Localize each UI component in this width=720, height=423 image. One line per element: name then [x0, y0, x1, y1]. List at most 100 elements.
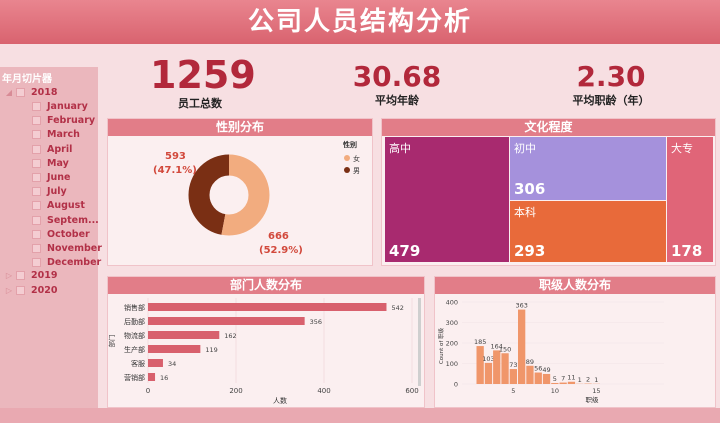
treemap-tile-label: 大专 [671, 142, 693, 155]
slicer-month-7[interactable]: August [32, 200, 85, 211]
data-label: 119 [205, 346, 217, 354]
level-panel-title: 职级人数分布 [435, 277, 715, 294]
checkbox[interactable] [32, 144, 41, 154]
checkbox[interactable] [32, 130, 41, 140]
data-label: 542 [391, 304, 403, 312]
department-panel-title: 部门人数分布 [108, 277, 424, 294]
slicer-item-label: Septem... [47, 214, 99, 226]
slicer-item-label: May [47, 157, 69, 169]
treemap-tile-value: 306 [514, 180, 546, 198]
data-label: 7 [561, 375, 565, 383]
slicer-year-2018[interactable]: ◢ 2018 [4, 87, 58, 98]
treemap-tile-3[interactable]: 大专 178 [667, 137, 713, 262]
kpi-tenure: 2.30 平均职龄（年） [556, 60, 666, 108]
expand-chevron-icon[interactable]: ◢ [5, 88, 13, 97]
level-panel: 职级人数分布 [434, 276, 716, 408]
scrollbar [418, 298, 421, 386]
slicer-item-label: January [47, 101, 88, 112]
x-tick-label: 600 [405, 387, 418, 395]
page-scrollbar[interactable] [0, 408, 720, 423]
x-tick-label: 5 [511, 387, 515, 395]
legend-swatch-male [344, 167, 350, 173]
data-label: 103 [482, 355, 494, 363]
expand-chevron-icon[interactable]: ▷ [5, 271, 13, 280]
x-tick-label: 200 [229, 387, 242, 395]
checkbox[interactable] [16, 271, 25, 280]
slicer-month-10[interactable]: November [32, 243, 102, 254]
bar-7 [534, 372, 542, 384]
data-label: 363 [515, 302, 527, 310]
data-label: 73 [509, 361, 517, 369]
slicer-month-5[interactable]: June [32, 172, 71, 183]
gender-donut-chart: 性别 女 男 593 (47.1%) 666 (52.9%) [153, 140, 360, 256]
bar-10 [559, 382, 567, 384]
checkbox[interactable] [32, 116, 41, 126]
slicer-item-label: July [47, 186, 67, 198]
slicer-month-11[interactable]: December [32, 257, 101, 268]
donut-segment-female [188, 154, 270, 236]
gender-panel-title: 性别分布 [108, 119, 372, 136]
checkbox[interactable] [32, 187, 41, 197]
slicer-item-label: December [47, 257, 102, 269]
slicer-month-9[interactable]: October [32, 229, 90, 240]
legend-label-male: 男 [353, 167, 360, 175]
kpi-total-value: 1259 [150, 53, 256, 97]
female-count-label: 666 [268, 231, 289, 242]
checkbox[interactable] [32, 102, 41, 111]
checkbox[interactable] [32, 229, 41, 239]
slicer-item-label: 2020 [31, 285, 58, 296]
treemap-tile-1[interactable]: 初中 306 [510, 137, 666, 200]
slicer-month-6[interactable]: July [32, 186, 67, 197]
data-label: 164 [491, 342, 503, 350]
legend-swatch-female [344, 155, 350, 161]
bar-0 [476, 346, 484, 384]
kpi-age-label: 平均年龄 [375, 94, 419, 107]
checkbox[interactable] [32, 258, 41, 268]
x-tick-label: 0 [146, 387, 150, 395]
slicer-month-0[interactable]: January [32, 101, 88, 112]
slicer-month-4[interactable]: May [32, 158, 69, 169]
checkbox[interactable] [32, 158, 41, 168]
checkbox[interactable] [32, 173, 41, 182]
expand-chevron-icon[interactable]: ▷ [5, 286, 13, 295]
bar-1 [484, 362, 493, 384]
slicer-item-label: June [47, 172, 71, 183]
y-axis-title: 部门 [107, 335, 116, 348]
treemap-tile-0[interactable]: 高中 479 [385, 137, 509, 262]
checkbox[interactable] [16, 88, 25, 97]
bar-1 [148, 317, 305, 325]
treemap-tile-value: 479 [389, 242, 421, 260]
bar-5 [148, 373, 156, 381]
data-label: 162 [224, 332, 236, 340]
x-tick-label: 10 [551, 387, 559, 395]
data-label: 16 [160, 374, 168, 382]
legend-label-female: 女 [353, 154, 360, 163]
education-panel-title: 文化程度 [382, 119, 715, 136]
y-tick-label: 200 [446, 340, 458, 348]
treemap-tile-label: 高中 [389, 142, 411, 155]
data-label: 150 [499, 345, 511, 353]
page-title: 公司人员结构分析 [247, 7, 472, 37]
checkbox[interactable] [32, 201, 41, 211]
male-count-label: 593 [165, 151, 186, 162]
y-tick-label: 400 [446, 299, 458, 307]
slicer-month-1[interactable]: February [32, 115, 95, 126]
x-tick-label: 400 [317, 387, 330, 395]
slicer-month-2[interactable]: March [32, 129, 80, 140]
slicer-month-3[interactable]: April [32, 144, 72, 155]
female-pct-label: (52.9%) [259, 245, 303, 256]
y-axis-title: Count of 职级 [437, 327, 445, 364]
kpi-total-label: 员工总数 [178, 97, 222, 110]
checkbox[interactable] [32, 215, 41, 225]
gender-panel: 性别分布 [107, 118, 373, 266]
y-tick-label: 300 [446, 319, 458, 327]
slicer-year-2020[interactable]: ▷ 2020 [4, 285, 58, 296]
slicer-item-label: August [47, 200, 85, 212]
category-label: 后勤部 [124, 317, 145, 326]
data-label: 89 [526, 358, 534, 366]
slicer-month-8[interactable]: Septem... [32, 215, 99, 226]
checkbox[interactable] [32, 244, 41, 253]
treemap-tile-2[interactable]: 本科 293 [510, 201, 666, 262]
slicer-year-2019[interactable]: ▷ 2019 [4, 270, 58, 281]
checkbox[interactable] [16, 286, 25, 295]
